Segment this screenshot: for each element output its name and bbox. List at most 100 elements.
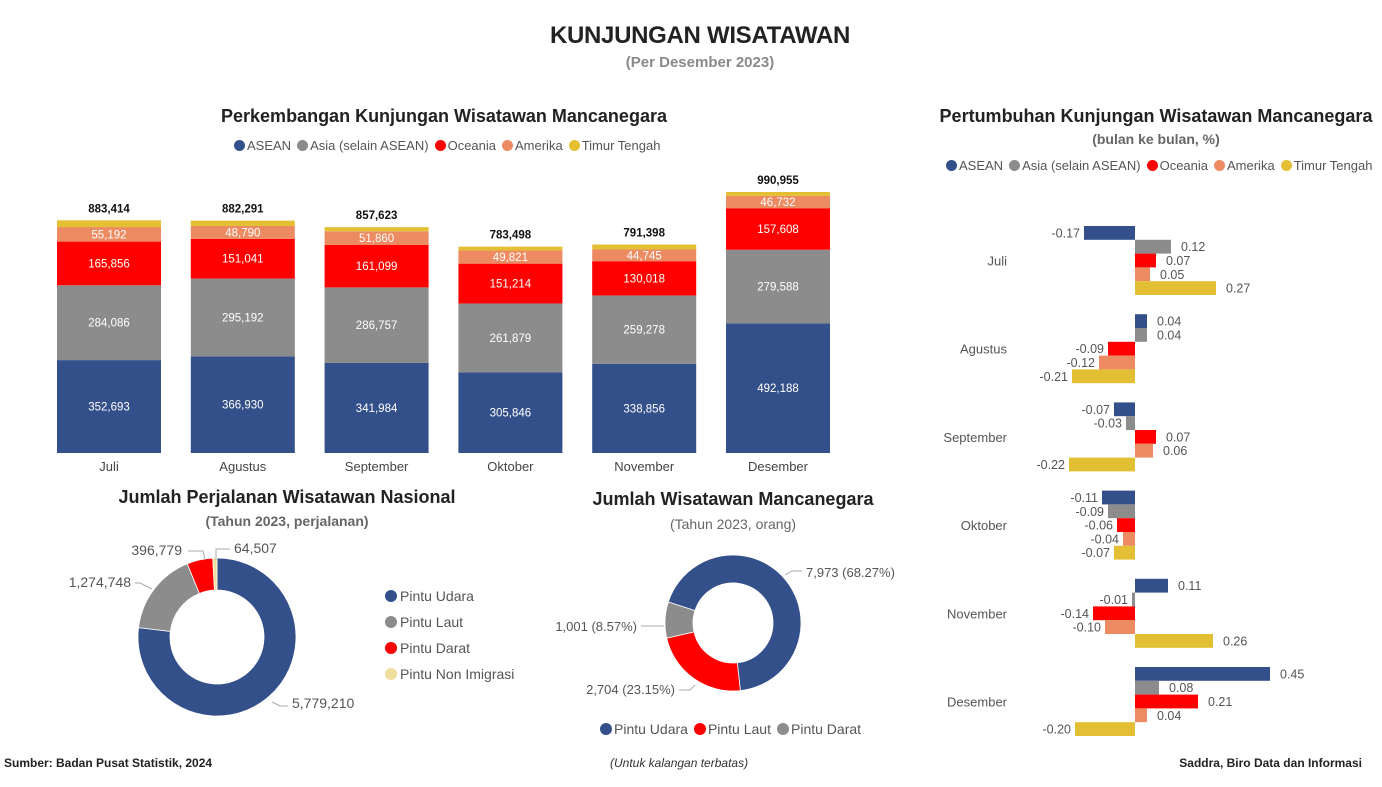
bar-data-label: 0.07 bbox=[1166, 254, 1190, 268]
leader-line bbox=[679, 684, 696, 691]
bar-segment bbox=[57, 285, 161, 361]
stacked-chart-legend: ASEAN Asia (selain ASEAN) Oceania Amerik… bbox=[234, 138, 666, 153]
bar-segment bbox=[57, 241, 161, 286]
legend-item-oceania: Oceania bbox=[1146, 158, 1208, 173]
legend-label: Asia (selain ASEAN) bbox=[1022, 158, 1141, 173]
leader-line bbox=[271, 701, 288, 707]
leader-line bbox=[135, 582, 153, 590]
bar-segment bbox=[57, 220, 161, 228]
mancanegara-chart-subtitle: (Tahun 2023, orang) bbox=[669, 516, 797, 532]
bar-segment bbox=[324, 287, 429, 363]
legend-item-asia: Asia (selain ASEAN) bbox=[1009, 158, 1141, 173]
legend-item-pintu-udara: Pintu Udara bbox=[600, 721, 688, 737]
bar-data-label: 284,086 bbox=[88, 318, 130, 330]
bar-segment bbox=[592, 295, 697, 364]
bar bbox=[1114, 402, 1135, 417]
legend-dot-icon bbox=[385, 590, 397, 602]
legend-label: Oceania bbox=[1159, 158, 1208, 173]
bar bbox=[1114, 545, 1135, 560]
legend-label: ASEAN bbox=[959, 158, 1004, 173]
bar-data-label: 0.04 bbox=[1157, 709, 1181, 723]
legend-dot-icon bbox=[385, 668, 397, 680]
bar bbox=[1135, 443, 1153, 458]
bar-segment bbox=[458, 250, 563, 264]
bar-segment bbox=[190, 238, 295, 279]
y-category-label: November bbox=[947, 606, 1008, 621]
donut-data-label: 1,001 (8.57%) bbox=[555, 619, 637, 634]
bar-segment bbox=[592, 363, 697, 453]
donut-slice bbox=[212, 557, 218, 591]
bar bbox=[1072, 369, 1135, 384]
leader-line bbox=[784, 570, 802, 576]
bar-segment bbox=[458, 263, 563, 304]
donut-data-label: 5,779,210 bbox=[292, 695, 354, 711]
bar-segment bbox=[592, 261, 697, 296]
bar-data-label: 0.21 bbox=[1208, 695, 1232, 709]
bar-segment bbox=[458, 303, 563, 373]
bar-total-label: 783,498 bbox=[490, 230, 532, 242]
bar-data-label: 352,693 bbox=[88, 402, 130, 414]
legend-item-timur-tengah: Timur Tengah bbox=[1280, 158, 1372, 173]
page-title: KUNJUNGAN WISATAWAN bbox=[549, 22, 851, 49]
legend-item-asean: ASEAN bbox=[946, 158, 1003, 173]
legend-item-pintu-laut: Pintu Laut bbox=[385, 614, 514, 630]
bar-data-label: 341,984 bbox=[356, 403, 398, 415]
bar bbox=[1132, 592, 1135, 607]
legend-label: Pintu Udara bbox=[614, 721, 688, 737]
bar bbox=[1135, 708, 1147, 723]
legend-label: Pintu Laut bbox=[707, 721, 771, 737]
bar-data-label: -0.14 bbox=[1061, 607, 1090, 621]
legend-item-pintu-laut: Pintu Laut bbox=[693, 721, 771, 737]
bar-data-label: -0.12 bbox=[1067, 356, 1096, 370]
bar-data-label: 0.08 bbox=[1169, 681, 1193, 695]
bar-data-label: 0.11 bbox=[1178, 579, 1201, 593]
bar bbox=[1135, 578, 1168, 593]
bar-data-label: -0.10 bbox=[1073, 621, 1102, 635]
bar-data-label: 259,278 bbox=[623, 325, 665, 337]
bar-total-label: 883,414 bbox=[88, 203, 130, 215]
bar-data-label: 157,608 bbox=[757, 224, 799, 236]
legend-dot-icon bbox=[600, 723, 612, 735]
bar bbox=[1135, 239, 1171, 254]
growth-chart-subtitle: (bulan ke bulan, %) bbox=[1092, 131, 1220, 147]
bar-data-label: 151,041 bbox=[222, 254, 264, 266]
bar-segment bbox=[324, 227, 429, 232]
bar-data-label: -0.22 bbox=[1037, 458, 1066, 472]
legend-label: Asia (selain ASEAN) bbox=[310, 138, 429, 153]
bar bbox=[1108, 341, 1135, 356]
bar-segment bbox=[190, 356, 295, 453]
bar-data-label: -0.04 bbox=[1091, 532, 1120, 546]
bar-total-label: 791,398 bbox=[623, 228, 665, 240]
bar-data-label: 0.12 bbox=[1181, 240, 1205, 254]
bar-data-label: 366,930 bbox=[222, 400, 264, 412]
leader-line bbox=[215, 548, 230, 560]
legend-item-amerika: Amerika bbox=[502, 138, 563, 153]
bar-segment bbox=[190, 278, 295, 357]
x-tick-label: Desember bbox=[748, 459, 809, 474]
x-tick-label: September bbox=[345, 459, 409, 474]
legend-item-pintu-udara: Pintu Udara bbox=[385, 588, 514, 604]
bar bbox=[1135, 694, 1198, 709]
bar-data-label: -0.01 bbox=[1100, 593, 1129, 607]
bar-data-label: -0.09 bbox=[1076, 342, 1105, 356]
y-category-label: Desember bbox=[947, 695, 1008, 710]
bar-segment bbox=[324, 244, 429, 288]
bar-segment bbox=[458, 372, 563, 453]
legend-item-pintu-non-imigrasi: Pintu Non Imigrasi bbox=[385, 666, 514, 682]
nasional-chart-legend: Pintu Udara Pintu Laut Pintu Darat Pintu… bbox=[385, 588, 520, 692]
bar-data-label: 0.04 bbox=[1157, 328, 1181, 342]
y-category-label: Juli bbox=[987, 254, 1007, 269]
bar-data-label: 0.07 bbox=[1166, 430, 1190, 444]
bar-data-label: 165,856 bbox=[88, 258, 130, 270]
bar-segment bbox=[592, 249, 697, 262]
legend-dot-icon bbox=[297, 140, 309, 151]
bar bbox=[1084, 226, 1135, 240]
bar-data-label: 286,757 bbox=[356, 320, 398, 332]
donut-data-label: 1,274,748 bbox=[69, 574, 131, 590]
bar-total-label: 857,623 bbox=[356, 210, 398, 222]
nasional-chart-title: Jumlah Perjalanan Wisatawan Nasional bbox=[118, 487, 456, 507]
stacked-chart-title: Perkembangan Kunjungan Wisatawan Mancane… bbox=[221, 106, 667, 126]
bar-segment bbox=[57, 227, 161, 242]
legend-label: Timur Tengah bbox=[581, 138, 661, 153]
bar-data-label: 0.27 bbox=[1226, 282, 1250, 296]
